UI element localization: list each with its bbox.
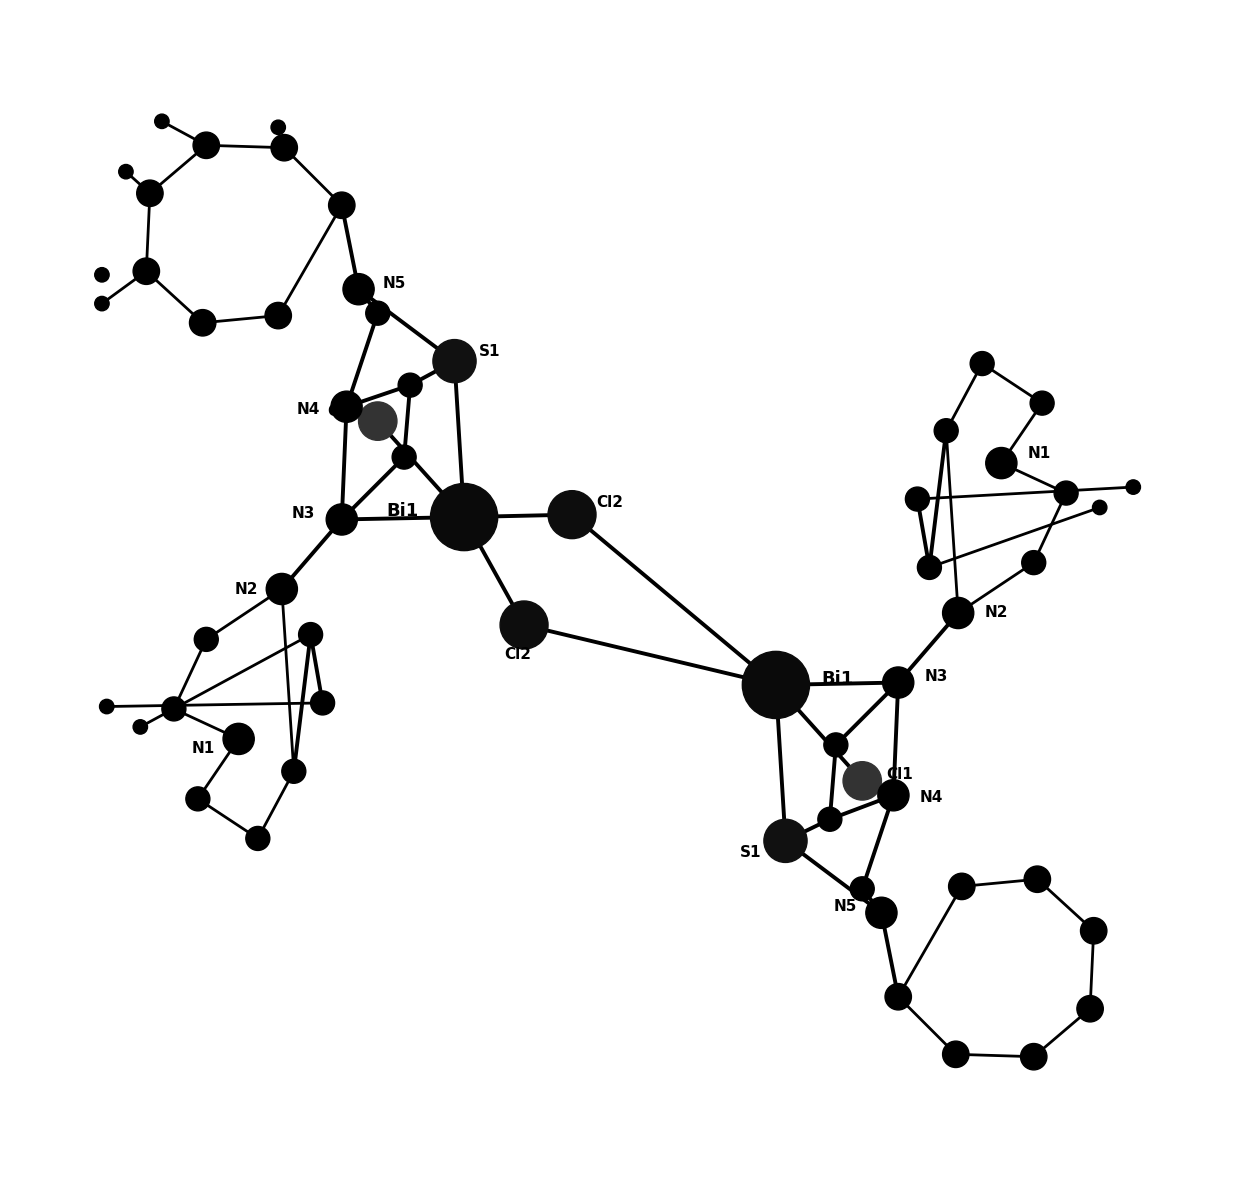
Text: N5: N5 xyxy=(835,899,857,915)
Text: N2: N2 xyxy=(234,582,258,596)
Circle shape xyxy=(272,135,298,161)
Circle shape xyxy=(195,627,218,651)
Circle shape xyxy=(934,418,959,442)
Circle shape xyxy=(1054,481,1078,505)
Text: Cl1: Cl1 xyxy=(327,404,353,419)
Circle shape xyxy=(392,445,417,469)
Circle shape xyxy=(1022,551,1045,575)
Text: S1: S1 xyxy=(479,344,500,359)
Circle shape xyxy=(1126,480,1141,494)
Circle shape xyxy=(818,808,842,832)
Text: N1: N1 xyxy=(1028,446,1052,462)
Circle shape xyxy=(310,691,335,715)
Circle shape xyxy=(343,274,374,305)
Text: S1: S1 xyxy=(740,845,761,861)
Circle shape xyxy=(743,651,810,719)
Circle shape xyxy=(885,983,911,1010)
Circle shape xyxy=(329,192,355,219)
Text: N1: N1 xyxy=(191,740,215,756)
Text: N2: N2 xyxy=(985,606,1008,620)
Text: Cl1: Cl1 xyxy=(887,767,913,783)
Text: N3: N3 xyxy=(293,506,315,520)
Circle shape xyxy=(548,490,596,538)
Circle shape xyxy=(1030,391,1054,415)
Circle shape xyxy=(133,720,148,734)
Circle shape xyxy=(190,310,216,337)
Circle shape xyxy=(267,573,298,605)
Circle shape xyxy=(433,340,476,382)
Circle shape xyxy=(1092,500,1107,514)
Circle shape xyxy=(223,724,254,755)
Circle shape xyxy=(500,601,548,649)
Circle shape xyxy=(1080,917,1107,944)
Circle shape xyxy=(843,762,882,801)
Circle shape xyxy=(366,302,389,326)
Circle shape xyxy=(299,623,322,647)
Circle shape xyxy=(326,504,357,535)
Circle shape xyxy=(358,401,397,440)
Circle shape xyxy=(986,447,1017,478)
Circle shape xyxy=(246,827,270,851)
Circle shape xyxy=(272,120,285,135)
Text: Bi1: Bi1 xyxy=(387,502,419,520)
Circle shape xyxy=(136,180,164,207)
Circle shape xyxy=(281,760,306,784)
Text: Cl2: Cl2 xyxy=(596,495,622,510)
Circle shape xyxy=(186,787,210,811)
Circle shape xyxy=(155,114,169,129)
Circle shape xyxy=(430,483,497,551)
Circle shape xyxy=(942,597,973,629)
Circle shape xyxy=(905,487,930,511)
Circle shape xyxy=(94,297,109,311)
Circle shape xyxy=(398,373,422,397)
Text: Cl2: Cl2 xyxy=(505,648,532,662)
Circle shape xyxy=(133,258,160,285)
Circle shape xyxy=(883,667,914,698)
Circle shape xyxy=(94,268,109,282)
Circle shape xyxy=(866,897,897,928)
Circle shape xyxy=(942,1041,968,1067)
Circle shape xyxy=(162,697,186,721)
Circle shape xyxy=(193,132,219,159)
Text: N4: N4 xyxy=(296,401,320,417)
Circle shape xyxy=(331,391,362,422)
Circle shape xyxy=(878,780,909,811)
Circle shape xyxy=(970,351,994,375)
Circle shape xyxy=(1021,1043,1047,1070)
Circle shape xyxy=(949,873,975,899)
Circle shape xyxy=(265,303,291,329)
Text: N3: N3 xyxy=(925,670,947,684)
Circle shape xyxy=(764,820,807,862)
Circle shape xyxy=(99,700,114,714)
Circle shape xyxy=(851,876,874,900)
Circle shape xyxy=(119,165,133,179)
Text: N4: N4 xyxy=(920,790,944,805)
Circle shape xyxy=(823,733,848,757)
Circle shape xyxy=(1024,865,1050,892)
Circle shape xyxy=(1076,995,1104,1022)
Text: Bi1: Bi1 xyxy=(821,670,853,688)
Text: N5: N5 xyxy=(383,275,405,291)
Circle shape xyxy=(918,555,941,579)
